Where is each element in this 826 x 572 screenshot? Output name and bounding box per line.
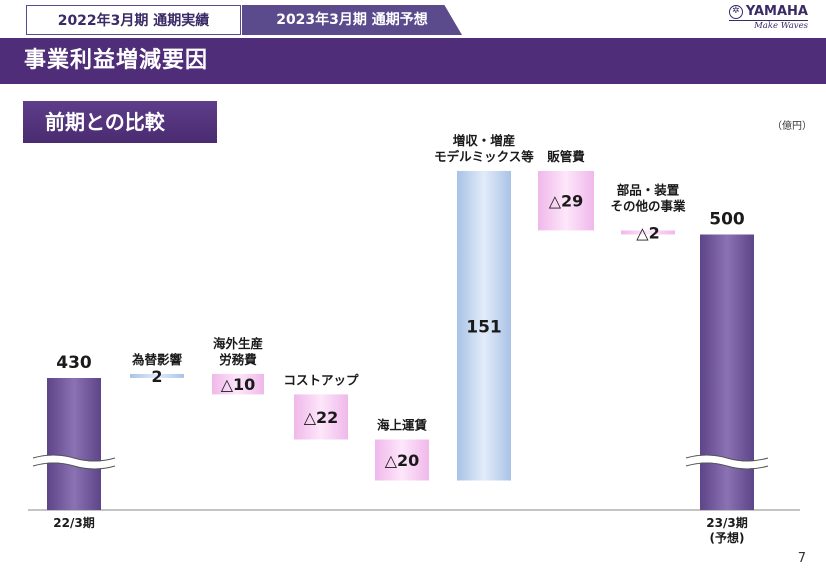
bar-increase [130,373,184,378]
data-label: 430 [56,353,92,373]
category-label: 海外生産 [213,336,263,351]
bar-increase [457,170,511,481]
axis-break-line [32,454,116,462]
category-label: 増収・増産 [453,133,516,148]
page-number: 7 [797,551,806,566]
bar-decrease [375,439,429,481]
data-label: △10 [221,375,256,394]
axis-break-line [685,462,769,470]
axis-break-mask [32,455,116,469]
bar-decrease [621,230,675,235]
section-title: 前期との比較 [23,101,217,143]
category-label: 労務費 [219,352,257,367]
bar-decrease [538,170,594,231]
header-bar: 事業利益増減要因 [0,38,826,84]
bar-decrease [294,394,348,440]
axis-break-mask [685,455,769,469]
unit-label: （億円） [772,121,812,132]
category-label: モデルミックス等 [434,149,534,164]
data-label: △20 [385,451,420,470]
data-label: 500 [709,210,745,230]
category-label: (予想) [710,530,745,545]
page-title: 事業利益増減要因 [24,48,209,73]
data-label: 151 [466,318,502,338]
category-label: 22/3期 [53,515,94,530]
logo-tagline: Make Waves [728,20,808,31]
data-label: △22 [304,408,339,427]
axis-break-line [685,454,769,462]
category-label: 為替影響 [131,352,183,367]
tuning-fork-emblem-icon: ✲ [728,4,743,19]
category-label: 販管費 [547,149,585,164]
category-label: その他の事業 [610,198,686,213]
category-label: 部品・装置 [617,182,680,197]
tab-fy2023-forecast[interactable]: 2023年3月期 通期予想 [242,5,462,35]
data-label: △29 [549,192,584,211]
bar-total [47,378,101,510]
bar-decrease [212,373,264,395]
logo-wordmark: YAMAHA [745,4,808,19]
axis-break-line [32,462,116,470]
category-label: コストアップ [283,372,359,387]
category-label: 23/3期 [706,515,747,530]
data-label: 2 [151,367,162,386]
tab-fy2022-actual[interactable]: 2022年3月期 通期実績 [26,5,241,35]
data-label: △2 [636,223,659,242]
yamaha-logo: ✲ YAMAHA Make Waves [728,4,808,31]
category-label: 海上運賃 [377,418,428,433]
